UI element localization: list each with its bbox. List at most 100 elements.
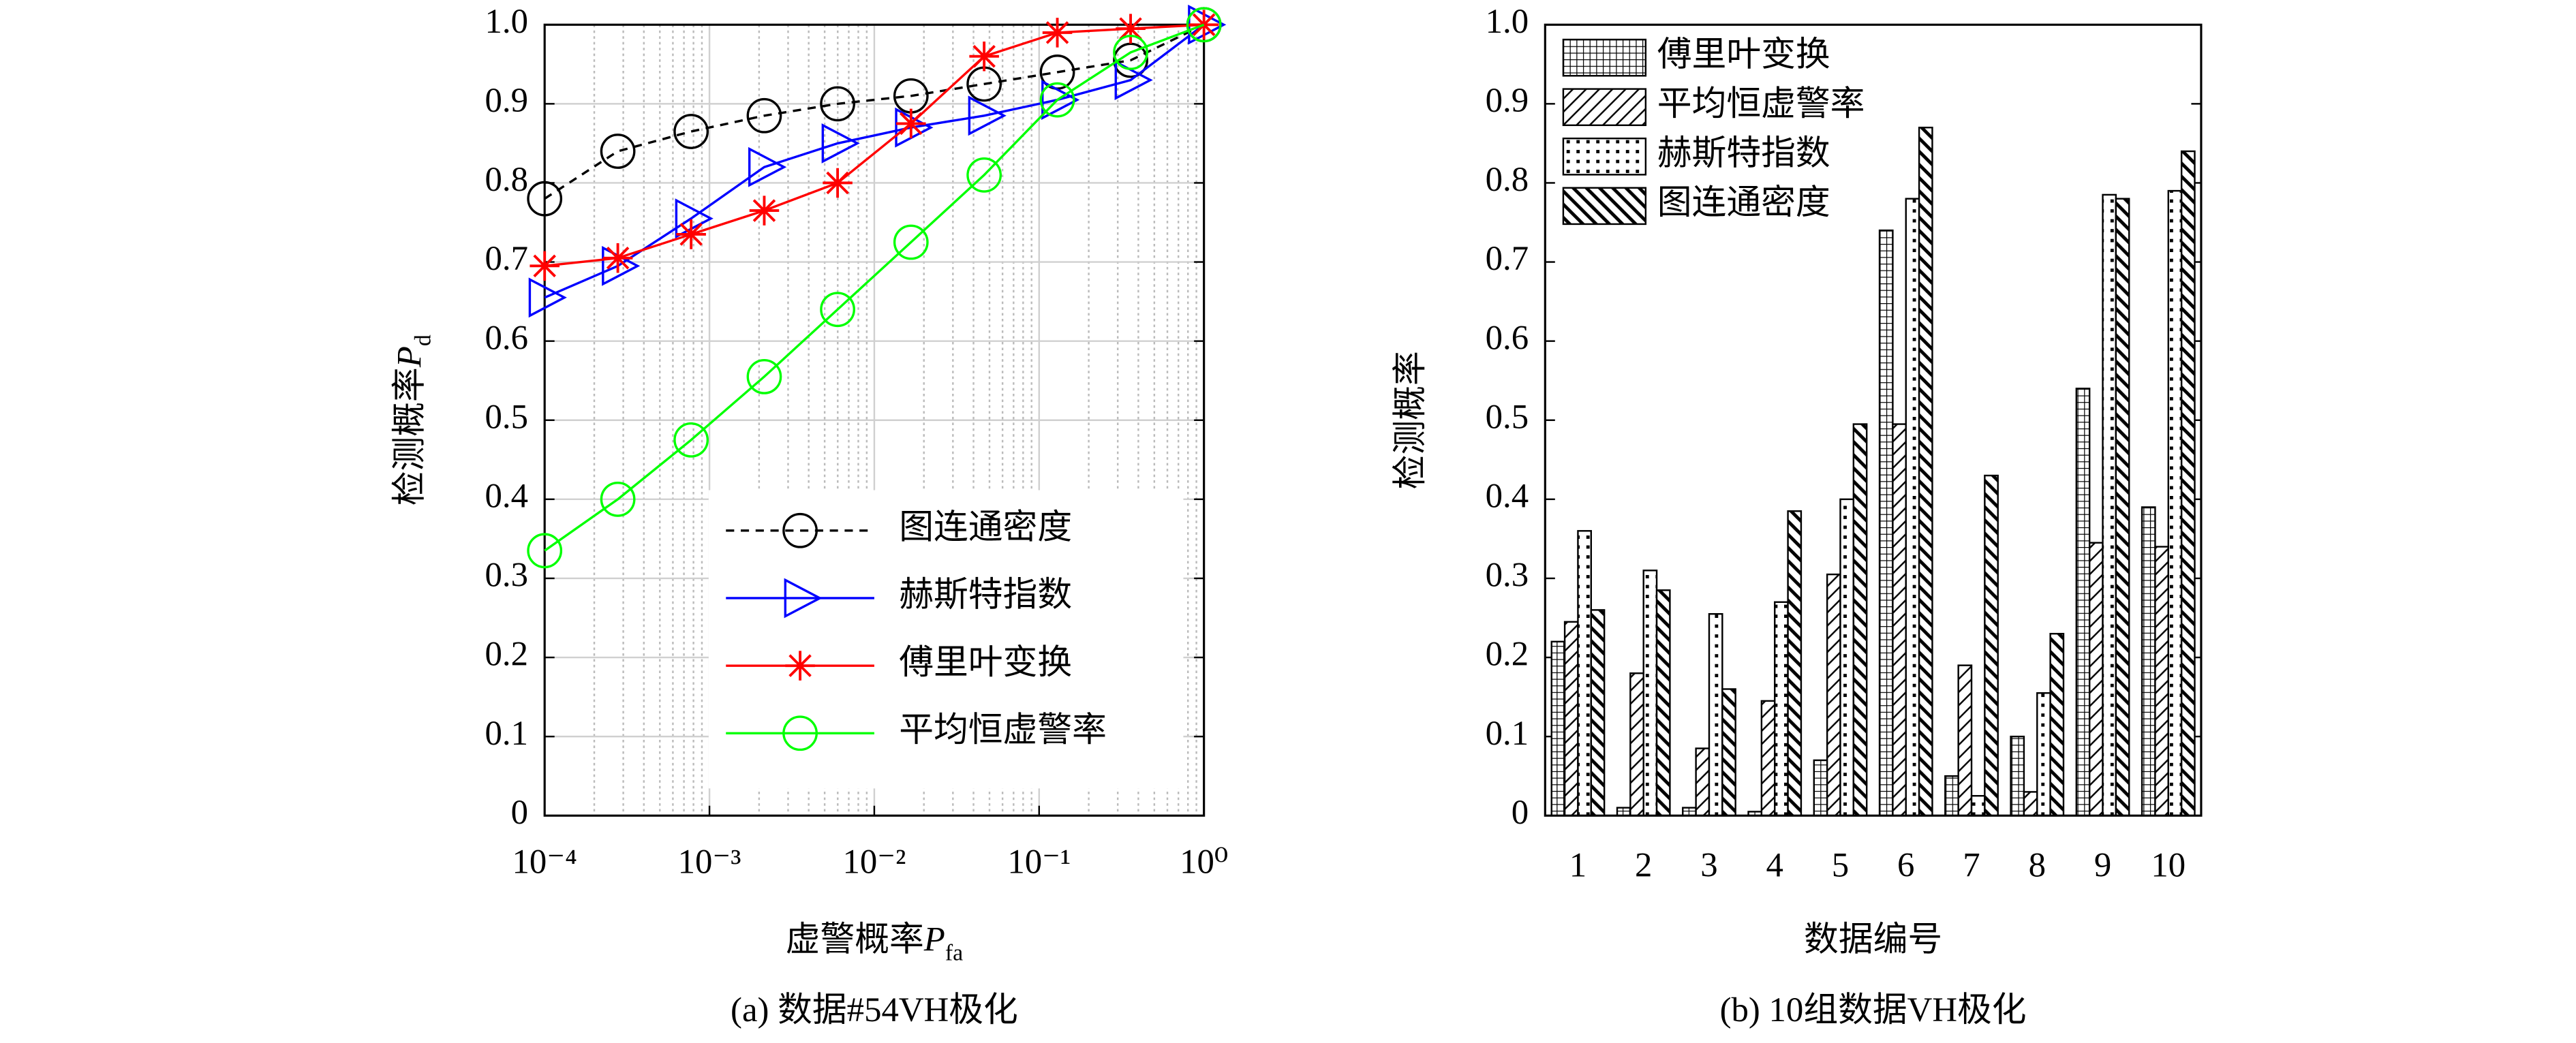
marker <box>1041 80 1080 120</box>
y-tick-label: 0.2 <box>1486 635 1529 673</box>
x-tick-label: 1 <box>1569 845 1586 884</box>
marker <box>749 196 780 225</box>
x-tick-label: 8 <box>2029 845 2046 884</box>
marker <box>1114 60 1153 100</box>
bar <box>2102 193 2117 817</box>
axis-label: 虚警概率Pfa <box>786 920 963 966</box>
bar <box>1957 664 1973 817</box>
marker <box>600 481 636 517</box>
marker <box>1042 18 1073 48</box>
marker <box>528 277 567 318</box>
bar <box>1577 530 1592 817</box>
y-tick-label: 0.9 <box>1486 81 1529 119</box>
y-tick-label: 0.6 <box>485 318 528 356</box>
x-tick-label: 10⁰ <box>1180 842 1228 880</box>
y-tick-label: 0.5 <box>485 397 528 435</box>
marker <box>1113 42 1148 78</box>
legend-swatch <box>1562 137 1647 176</box>
bar <box>1721 688 1736 817</box>
x-tick-label: 9 <box>2094 845 2111 884</box>
marker <box>820 292 855 328</box>
legend-label: 傅里叶变换 <box>1657 35 1830 73</box>
bar <box>1682 807 1697 817</box>
marker <box>966 157 1002 193</box>
bar <box>1852 423 1868 817</box>
x-tick-label: 5 <box>1832 845 1849 884</box>
marker <box>600 134 636 169</box>
bar <box>1813 759 1828 817</box>
axis-label-part: 数据编号 <box>1804 920 1942 958</box>
legend-label: 平均恒虚警率 <box>899 711 1107 749</box>
marker <box>782 715 818 751</box>
bar <box>1984 474 1999 817</box>
marker <box>1113 35 1148 70</box>
axis-label: 检测概率 <box>1390 351 1428 489</box>
y-tick-label: 0.8 <box>1486 160 1529 198</box>
y-tick-label: 0.4 <box>485 477 528 515</box>
bar <box>1590 609 1606 817</box>
y-tick-label: 0.3 <box>485 556 528 594</box>
x-tick-label: 7 <box>1963 845 1980 884</box>
bar <box>1826 573 1841 817</box>
bar <box>1708 612 1723 817</box>
legend-swatch <box>1562 38 1647 77</box>
axis-label-part: 检测概率 <box>390 367 428 505</box>
bar <box>1878 229 1894 817</box>
axis-label: 数据编号 <box>1804 920 1942 958</box>
legend-label: 赫斯特指数 <box>1657 134 1830 172</box>
legend-label: 赫斯特指数 <box>899 576 1072 614</box>
x-tick-label: 6 <box>1897 845 1914 884</box>
series-line <box>544 23 1205 200</box>
y-tick-label: 0.4 <box>1486 477 1529 515</box>
legend-label: 平均恒虚警率 <box>1657 84 1865 123</box>
bar <box>2180 150 2196 817</box>
x-tick-label: 10 <box>2151 845 2186 884</box>
x-tick-label: 4 <box>1766 845 1783 884</box>
bar <box>2167 189 2183 817</box>
marker <box>527 533 563 569</box>
marker <box>530 251 559 281</box>
bar <box>2154 546 2170 817</box>
legend-swatch <box>1562 187 1647 225</box>
axis-label-part: P <box>390 346 428 368</box>
caption: (b) 10组数据VH极化 <box>1720 991 2027 1029</box>
bar <box>1760 700 1776 817</box>
marker <box>746 97 782 134</box>
legend-label: 图连通密度 <box>1657 183 1830 221</box>
marker <box>784 578 823 619</box>
bar <box>1839 498 1855 817</box>
bar <box>1944 775 1959 817</box>
marker <box>1186 7 1222 43</box>
marker <box>821 123 860 164</box>
series-line <box>544 23 1205 299</box>
bar <box>2023 791 2038 817</box>
marker <box>676 219 706 249</box>
y-tick-label: 0.3 <box>1486 556 1529 594</box>
marker <box>527 181 563 217</box>
marker <box>673 422 709 458</box>
y-tick-label: 0.8 <box>485 160 528 198</box>
legend-label: 傅里叶变换 <box>899 643 1072 681</box>
x-tick-label: 10⁻¹ <box>1007 842 1071 880</box>
axis-label-part: 虚警概率 <box>786 920 924 958</box>
y-tick-label: 0.9 <box>485 81 528 119</box>
bar <box>2141 506 2156 817</box>
x-tick-label: 10⁻³ <box>678 842 741 880</box>
bar <box>1787 510 1803 817</box>
axis-label-part: fa <box>945 941 963 966</box>
bar <box>1642 570 1658 817</box>
y-tick-label: 0 <box>1512 793 1529 831</box>
marker <box>602 243 633 273</box>
x-tick-label: 10⁻⁴ <box>512 842 577 880</box>
bar <box>1629 672 1644 817</box>
bar <box>2049 633 2065 817</box>
marker <box>969 41 999 72</box>
bar <box>1918 126 1933 817</box>
y-tick-label: 0.6 <box>1486 318 1529 356</box>
legend-swatch <box>1562 88 1647 127</box>
axis-label-part: 检测概率 <box>1390 351 1428 489</box>
x-tick-label: 2 <box>1635 845 1652 884</box>
plot-frame <box>1544 23 2203 817</box>
